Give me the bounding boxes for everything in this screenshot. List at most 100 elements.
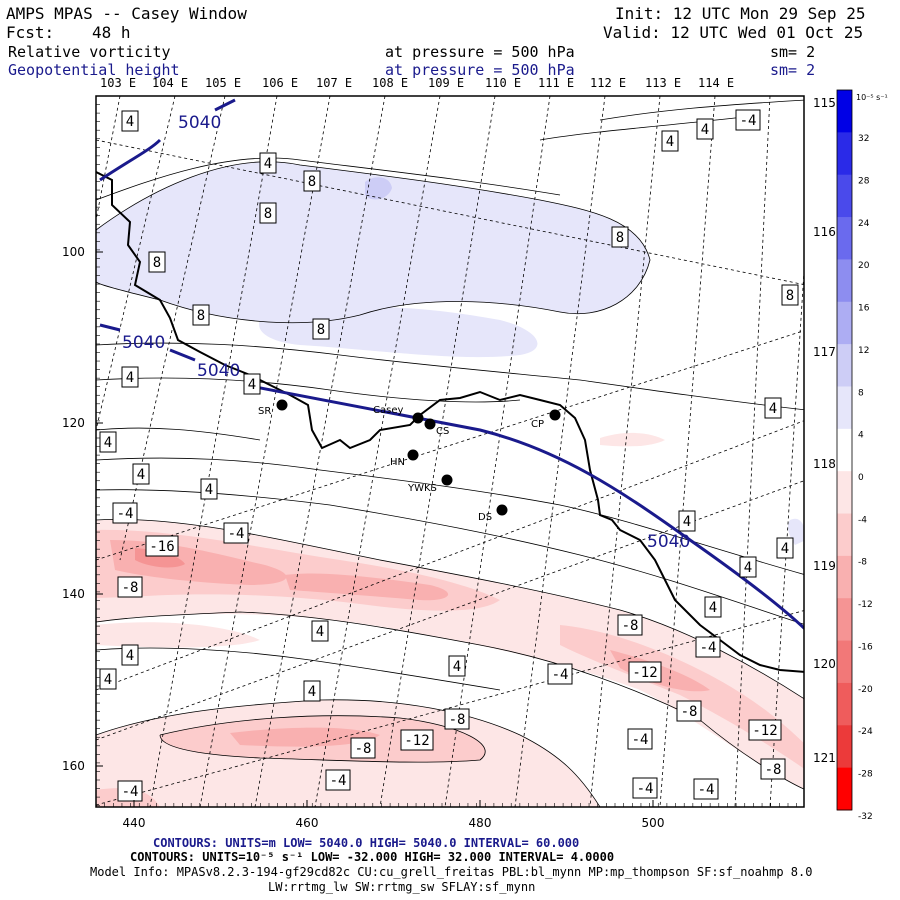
svg-text:4: 4: [137, 467, 145, 483]
svg-text:8: 8: [616, 230, 624, 246]
map-frame: [95, 95, 805, 808]
contour-label: 4: [99, 668, 117, 690]
x-tick-label: 500: [642, 816, 665, 830]
positive-vorticity-area: [365, 177, 392, 200]
colorbar-tick-label: 16: [858, 304, 870, 314]
y-tick-label: 100: [62, 245, 85, 259]
svg-text:8: 8: [317, 322, 325, 338]
field2-smoothing: sm= 2: [770, 61, 816, 79]
longitude-label-top: 105 E: [205, 76, 242, 90]
negative-vorticity-area: [230, 727, 380, 747]
contour-label: -8: [617, 614, 643, 636]
station-marker-cp: [549, 409, 561, 421]
model-info: Model Info: MPASv8.2.3-194-gf29cd82c CU:…: [90, 865, 813, 879]
colorbar-segment: [837, 344, 852, 387]
station-label-casey: Casey: [373, 405, 403, 416]
station-marker-casey: [412, 412, 424, 424]
colorbar-segment: [837, 217, 852, 260]
contour-label: -8: [350, 737, 376, 759]
colorbar-segment: [837, 640, 852, 684]
svg-text:-4: -4: [330, 773, 347, 789]
svg-text:4: 4: [104, 672, 112, 688]
field1-level: at pressure = 500 hPa: [385, 43, 575, 61]
contour-label: 4: [739, 556, 757, 578]
svg-text:-4: -4: [632, 732, 649, 748]
longitude-label-top: 106 E: [262, 76, 299, 90]
colorbar-segment: [837, 428, 852, 472]
contour-label: -4: [547, 663, 573, 685]
station-label-hn: HN: [390, 457, 405, 468]
colorbar-tick-label: 20: [858, 261, 870, 271]
svg-text:8: 8: [308, 174, 316, 190]
colorbar-tick-label: 0: [858, 473, 864, 483]
contour-label: 4: [448, 655, 466, 677]
svg-text:4: 4: [666, 134, 674, 150]
height-contour-label: 5040: [122, 333, 165, 353]
valid-time: Valid: 12 UTC Wed 01 Oct 25: [603, 23, 864, 42]
longitude-label-top: 114 E: [698, 76, 735, 90]
field1-smoothing: sm= 2: [770, 43, 816, 61]
svg-text:-4: -4: [552, 667, 569, 683]
field1-name: Relative vorticity: [8, 43, 171, 61]
contour-label: -8: [760, 758, 786, 780]
init-time: Init: 12 UTC Mon 29 Sep 25: [615, 4, 866, 23]
height-contour-label: 5040: [647, 532, 690, 552]
contour-label: 8: [611, 226, 629, 248]
contour-label: 4: [243, 373, 261, 395]
svg-text:-4: -4: [637, 781, 654, 797]
longitude-label-top: 113 E: [645, 76, 682, 90]
station-marker-hn: [407, 449, 419, 461]
vorticity-contours: [96, 99, 804, 807]
colorbar-segment: [837, 598, 852, 642]
svg-text:-4: -4: [698, 782, 715, 798]
colorbar-tick-label: 32: [858, 134, 869, 144]
field2-name: Geopotential height: [8, 61, 180, 79]
colorbar-segment: [837, 301, 852, 345]
longitude-labels-top: 103 E 104 E 105 E 106 E 107 E 108 E 109 E 110 E…: [0, 0, 900, 90]
contour-label: 4: [764, 397, 782, 419]
x-tick-label: 460: [296, 816, 319, 830]
height-contour-label: 5040: [178, 113, 221, 133]
contour-label: -12: [748, 719, 782, 741]
x-tick-label: 440: [123, 816, 146, 830]
longitude-label-top: 109 E: [428, 76, 465, 90]
svg-text:8: 8: [197, 308, 205, 324]
contour-label: 8: [781, 284, 799, 306]
contour-label: -16: [145, 535, 179, 557]
station-marker-sr: [276, 399, 288, 411]
contour-label: 4: [99, 431, 117, 453]
longitude-label-top: 107 E: [316, 76, 353, 90]
contour-label: -4: [693, 778, 719, 800]
contour-label: -4: [735, 109, 761, 131]
contour-label: 4: [678, 510, 696, 532]
svg-text:4: 4: [683, 514, 691, 530]
map-title: AMPS MPAS -- Casey Window: [6, 4, 247, 23]
contour-label: 8: [192, 304, 210, 326]
svg-text:4: 4: [308, 684, 316, 700]
vorticity-contour-info: CONTOURS: UNITS=10⁻⁵ s⁻¹ LOW= -32.000 HI…: [130, 850, 615, 864]
y-tick-label: 140: [62, 587, 85, 601]
forecast-hour: 48 h: [92, 23, 131, 42]
contour-label: 8: [303, 170, 321, 192]
station-label-sr: SR: [258, 406, 271, 417]
colorbar-segment: [837, 555, 852, 599]
svg-text:-4: -4: [117, 506, 134, 522]
colorbar-segment: [837, 174, 852, 218]
contour-label: -4: [112, 502, 138, 524]
svg-text:8: 8: [153, 255, 161, 271]
svg-text:4: 4: [264, 156, 272, 172]
svg-text:-16: -16: [149, 539, 174, 555]
colorbar-tick-label: -16: [858, 642, 873, 652]
contour-label: -4: [325, 769, 351, 791]
svg-text:-12: -12: [632, 665, 657, 681]
svg-text:8: 8: [264, 206, 272, 222]
station-marker-ds: [496, 504, 508, 516]
svg-text:-4: -4: [228, 526, 245, 542]
colorbar-tick-label: 24: [858, 219, 870, 229]
y-tick-label: 160: [62, 759, 85, 773]
colorbar-tick-label: -4: [858, 515, 867, 525]
contour-label: 4: [121, 366, 139, 388]
svg-text:-12: -12: [404, 733, 429, 749]
